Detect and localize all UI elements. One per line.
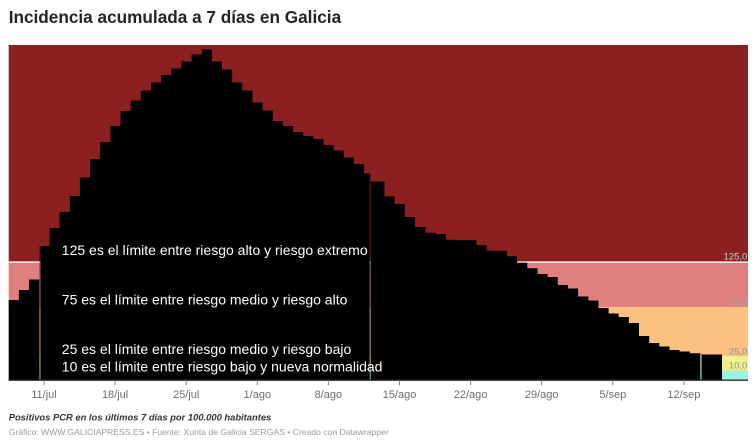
svg-text:125 es el límite entre riesgo: 125 es el límite entre riesgo alto y rie…: [62, 242, 368, 258]
svg-text:10 es el límite entre riesgo b: 10 es el límite entre riesgo bajo y nuev…: [62, 358, 383, 374]
svg-text:11/jul: 11/jul: [31, 389, 56, 401]
svg-text:75,0: 75,0: [729, 297, 748, 308]
svg-text:125,0: 125,0: [724, 251, 748, 262]
svg-text:Positivos PCR en los últimos 7: Positivos PCR en los últimos 7 días por …: [9, 412, 272, 423]
svg-text:15/ago: 15/ago: [383, 389, 417, 401]
svg-text:25,0: 25,0: [729, 347, 748, 358]
svg-text:1/ago: 1/ago: [244, 389, 272, 401]
svg-text:25 es el límite entre riesgo m: 25 es el límite entre riesgo medio y rie…: [62, 341, 352, 357]
svg-text:12/sep: 12/sep: [667, 389, 700, 401]
svg-text:Incidencia acumulada a 7 días: Incidencia acumulada a 7 días en Galicia: [9, 7, 342, 27]
svg-text:22/ago: 22/ago: [454, 389, 488, 401]
svg-text:29/ago: 29/ago: [525, 389, 559, 401]
svg-text:25/jul: 25/jul: [173, 389, 199, 401]
svg-text:10,0: 10,0: [729, 360, 748, 371]
svg-text:75 es el límite entre riesgo m: 75 es el límite entre riesgo medio y rie…: [62, 291, 348, 307]
svg-text:5/sep: 5/sep: [599, 389, 626, 401]
svg-text:Gráfico: WWW.GALICIAPRESS.ES •: Gráfico: WWW.GALICIAPRESS.ES • Fuente: X…: [9, 427, 389, 437]
svg-text:8/ago: 8/ago: [315, 389, 343, 401]
svg-text:18/jul: 18/jul: [102, 389, 128, 401]
